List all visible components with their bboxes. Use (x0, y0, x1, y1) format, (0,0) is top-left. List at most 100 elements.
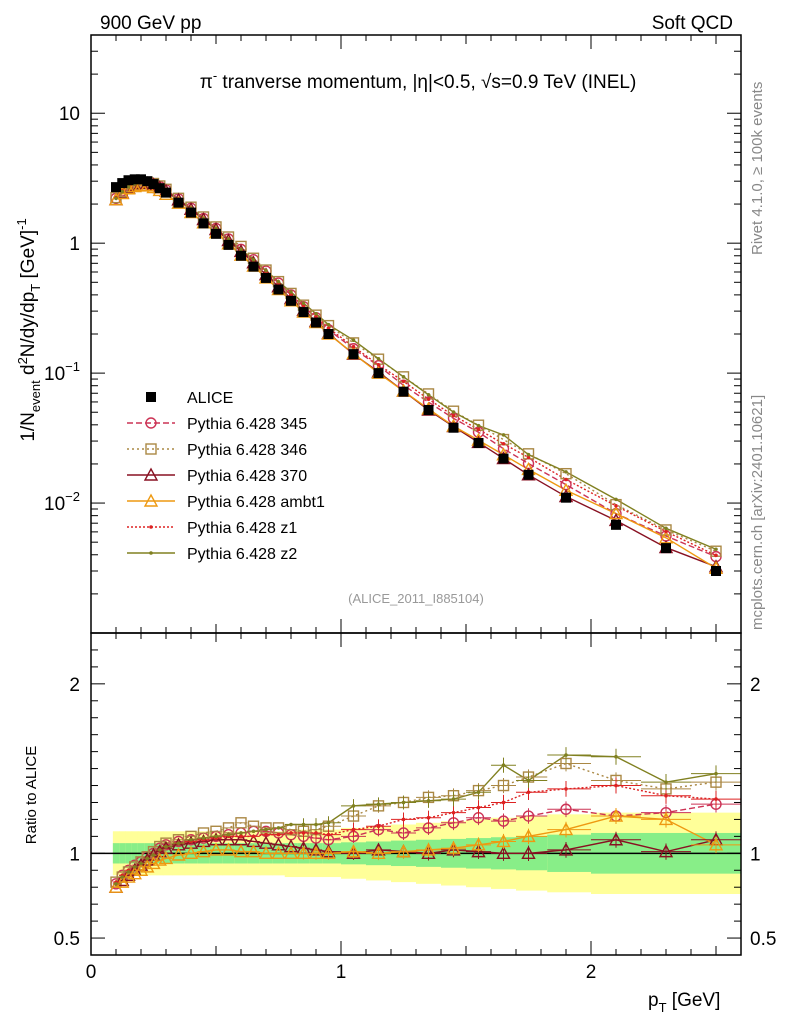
title-rest: tranverse momentum, |η|<0.5, √s=0.9 TeV … (217, 72, 636, 93)
series-line-z1 (115, 182, 717, 556)
ratio-point-ambt1 (558, 822, 574, 836)
point-z1 (614, 504, 618, 508)
ratio-point-z1 (476, 805, 481, 810)
header-right: Soft QCD (652, 13, 733, 34)
alice-point (711, 566, 721, 577)
point-z1 (314, 314, 318, 318)
alice-point (186, 207, 196, 218)
ratio-point-z2 (114, 882, 118, 886)
y-tick-label: 10−1 (44, 359, 80, 385)
ratio-point-ambt1 (208, 842, 224, 856)
point-z1 (476, 427, 481, 432)
ratio-tick-label: 0.5 (54, 929, 80, 950)
ratio-point-346 (497, 779, 510, 792)
ratio-point-z2 (476, 790, 481, 795)
ratio-point-z2 (426, 798, 431, 803)
ratio-tick-label-right: 1 (750, 844, 761, 865)
ratio-point-370 (271, 837, 286, 851)
ratio-point-ambt1 (246, 844, 261, 858)
ratio-tick-label-right: 2 (750, 675, 761, 696)
ratio-point-ambt1 (371, 845, 386, 860)
ratio-point-z1 (714, 797, 718, 801)
point-z1 (564, 477, 568, 482)
ratio-point-z2 (264, 827, 268, 832)
ratio-point-z1 (289, 831, 293, 835)
ratio-point-370 (496, 845, 511, 860)
legend: ALICE Pythia 6.428 345 Pythia 6.428 346 Pyt… (127, 390, 325, 563)
point-z2 (376, 356, 381, 361)
legend-marker-alice (146, 392, 156, 402)
point-z1 (289, 292, 293, 297)
title-charge: - (213, 68, 217, 83)
ratio-point-z1 (326, 832, 331, 837)
alice-point (273, 284, 284, 295)
ratio-point-z2 (326, 821, 331, 825)
point-z2 (114, 196, 118, 201)
ratio-point-z2 (376, 802, 381, 806)
ratio-point-z1 (664, 793, 668, 798)
legend-label-345: Pythia 6.428 345 (187, 416, 307, 433)
ratio-point-z2 (139, 861, 143, 866)
point-z1 (451, 413, 456, 418)
alice-point (154, 183, 165, 194)
y-axis-label: 1/Nevent d2N/dy/dpT [GeV]-1 (14, 218, 43, 441)
legend-marker-346 (145, 443, 157, 455)
ratio-point-z2 (164, 844, 168, 849)
ratio-point-370 (421, 845, 436, 860)
alice-point (129, 174, 140, 185)
ratio-point-ambt1 (221, 842, 236, 856)
ratio-point-z1 (376, 824, 381, 828)
y-tick-label: 10 (59, 104, 80, 125)
alice-point (311, 317, 321, 328)
legend-label-z1: Pythia 6.428 z1 (187, 520, 297, 537)
point-z2 (401, 375, 406, 379)
ratio-point-z1 (426, 815, 431, 820)
point-z2 (351, 338, 356, 342)
analysis-ref: (ALICE_2011_I885104) (348, 591, 484, 606)
ratio-point-ambt1 (608, 808, 624, 822)
x-tick-label: 1 (336, 962, 347, 983)
point-z2 (501, 433, 506, 437)
ratio-point-ambt1 (496, 833, 511, 848)
ratio-point-z1 (401, 817, 406, 822)
ratio-point-ambt1 (296, 845, 311, 860)
ratio-point-ambt1 (146, 856, 161, 870)
point-z2 (614, 497, 618, 502)
legend-label-ambt1: Pythia 6.428 ambt1 (187, 494, 325, 511)
point-z1 (401, 379, 406, 384)
legend-marker-z2 (149, 551, 153, 555)
alice-point (323, 329, 334, 339)
ratio-point-ambt1 (283, 845, 299, 860)
ratio-point-370 (558, 842, 574, 856)
point-z1 (526, 455, 531, 460)
ratio-point-345 (560, 803, 572, 815)
ratio-tick-label: 1 (69, 844, 80, 865)
alice-point (211, 228, 221, 239)
ratio-point-370 (608, 832, 624, 846)
axes: 0 1 2 10 1 10−1 10−2 2 2 1 1 0.5 0.5 (44, 34, 776, 983)
ratio-point-345 (397, 827, 410, 839)
point-z1 (664, 529, 668, 534)
point-z2 (451, 410, 456, 414)
alice-point (373, 368, 384, 379)
header-left: 900 GeV pp (100, 13, 201, 34)
point-z1 (376, 362, 381, 367)
ratio-point-ambt1 (158, 850, 174, 865)
alice-point (198, 218, 209, 229)
rivet-note: Rivet 4.1.0, ≥ 100k events (749, 82, 766, 255)
ratio-point-z2 (126, 870, 131, 874)
point-z2 (239, 247, 243, 252)
alice-point (236, 250, 246, 261)
ratio-point-z2 (526, 778, 531, 783)
ratio-point-z2 (714, 771, 718, 776)
ratio-point-z2 (145, 856, 150, 861)
ratio-point-z1 (451, 810, 456, 815)
legend-marker-ambt1 (143, 493, 159, 507)
ratio-point-370 (146, 847, 161, 861)
ratio-point-z1 (314, 831, 318, 835)
ratio-point-ambt1 (471, 837, 486, 851)
ratio-point-ambt1 (346, 844, 361, 858)
ratio-point-z2 (564, 753, 568, 757)
legend-label-370: Pythia 6.428 370 (187, 468, 307, 485)
